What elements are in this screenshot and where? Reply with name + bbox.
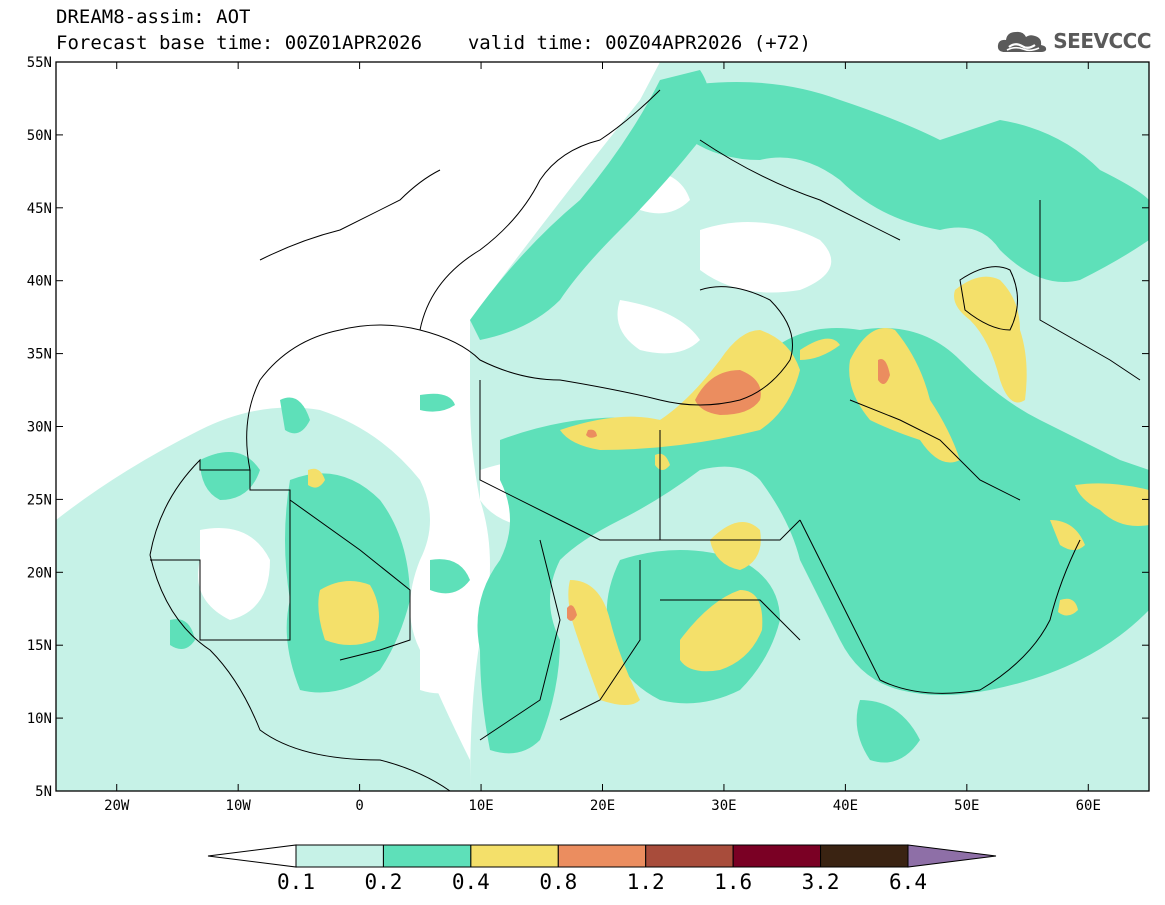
lon-tick-label: 10W — [226, 798, 252, 814]
lon-tick-label: 0 — [355, 798, 363, 814]
colorbar-label: 6.4 — [889, 870, 927, 894]
colorbar: 0.1 0.2 0.4 0.8 1.2 1.6 3.2 6.4 — [207, 844, 997, 894]
lat-tick-label: 45N — [27, 201, 52, 217]
colorbar-label: 0.1 — [277, 870, 315, 894]
longitude-ticks: 20W 10W 0 10E 20E 30E 40E 50E 60E — [104, 62, 1101, 814]
latitude-ticks: 55N 50N 45N 40N 35N 30N 25N 20N 15N 10N 5N — [27, 55, 1149, 800]
colorbar-box — [295, 844, 384, 868]
seevccc-logo: SEEVCCC — [995, 26, 1151, 56]
lat-tick-label: 20N — [27, 565, 52, 581]
aot-band-0.8-1.2 — [567, 359, 890, 621]
lat-tick-label: 35N — [27, 347, 52, 363]
base-time-label: Forecast base time: 00Z01APR2026 — [56, 32, 423, 54]
lat-tick-label: 15N — [27, 638, 52, 654]
colorbar-box — [470, 844, 559, 868]
lat-tick-label: 25N — [27, 492, 52, 508]
lat-tick-label: 40N — [27, 274, 52, 290]
colorbar-box — [645, 844, 734, 868]
valid-time-label: valid time: 00Z04APR2026 (+72) — [467, 32, 811, 54]
lat-tick-label: 55N — [27, 55, 52, 71]
lon-tick-label: 60E — [1076, 798, 1101, 814]
colorbar-label: 0.4 — [452, 870, 490, 894]
map-title: DREAM8-assim: AOT — [56, 6, 251, 28]
cloud-logo-icon — [998, 31, 1047, 52]
lon-tick-label: 20E — [590, 798, 615, 814]
colorbar-label: 1.6 — [714, 870, 752, 894]
lat-tick-label: 5N — [35, 784, 52, 800]
colorbar-label: 1.2 — [627, 870, 665, 894]
colorbar-under-arrow — [207, 844, 297, 868]
coastlines-borders — [149, 89, 1141, 791]
lon-tick-label: 10E — [468, 798, 493, 814]
colorbar-label: 0.8 — [539, 870, 577, 894]
colorbar-label: 0.2 — [364, 870, 402, 894]
colorbar-over-arrow — [907, 844, 997, 868]
colorbar-label: 3.2 — [802, 870, 840, 894]
logo-text: SEEVCCC — [1053, 29, 1151, 53]
lat-tick-label: 50N — [27, 128, 52, 144]
colorbar-box — [732, 844, 822, 868]
time-info: Forecast base time: 00Z01APR2026 valid t… — [56, 32, 811, 54]
lon-tick-label: 40E — [833, 798, 858, 814]
lon-tick-label: 30E — [711, 798, 736, 814]
colorbar-box — [382, 844, 472, 868]
aot-band-0.4-0.8 — [308, 276, 1149, 705]
lon-tick-label: 50E — [954, 798, 979, 814]
lon-tick-label: 20W — [104, 798, 130, 814]
lat-tick-label: 30N — [27, 420, 52, 436]
colorbar-box — [820, 844, 909, 868]
colorbar-box — [557, 844, 647, 868]
aot-field — [56, 62, 1149, 791]
lat-tick-label: 10N — [27, 711, 52, 727]
